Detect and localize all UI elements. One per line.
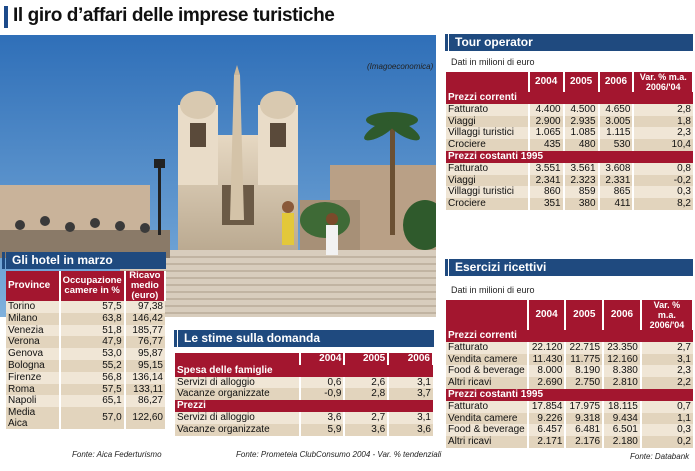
table-row: Media Aica 57,0 122,60 [6, 407, 165, 430]
title-accent [4, 6, 8, 28]
table-row: Servizi di alloggio 3,6 2,7 3,1 [175, 411, 433, 424]
photo-credit: (Imagoeconomica) [367, 62, 434, 71]
table-row: Altri ricavi 2.171 2.176 2.180 0,2 [446, 436, 693, 448]
photo-spanish-steps [0, 35, 436, 317]
table-row: Torino 57,5 97,38 [6, 301, 165, 313]
table-row: Villaggi turistici 1.065 1.085 1.115 2,3 [446, 127, 693, 140]
tour-table: 2004 2005 2006 Var. % m.a. 2006/'04 Prez… [446, 72, 694, 210]
table-row: Viaggi 2.341 2.323 2.331 -0,2 [446, 174, 693, 187]
section-row: Prezzi costanti 1995 [446, 150, 693, 163]
table-row: Firenze 56,8 136,14 [6, 371, 165, 384]
table-row: Food & beverage 8.000 8.190 8.380 2,3 [446, 365, 693, 378]
section-row: Prezzi correnti [446, 330, 693, 342]
section-row: Prezzi [175, 400, 433, 412]
section-row: Prezzi correnti [446, 92, 693, 104]
table-row: Villaggi turistici 860 859 865 0,3 [446, 186, 693, 199]
table-row: Vacanze organizzate 5,9 3,6 3,6 [175, 423, 433, 436]
table-row: Fatturato 17.854 17.975 18.115 0,7 [446, 400, 693, 413]
table-row: Fatturato 3.551 3.561 3.608 0,8 [446, 162, 693, 175]
table-row: Crociere 435 480 530 10,4 [446, 139, 693, 151]
table-row: Viaggi 2.900 2.935 3.005 1,8 [446, 115, 693, 128]
hotel-col-province: Province [6, 271, 61, 301]
table-row: Vendita camere 9.226 9.318 9.434 1,1 [446, 412, 693, 425]
tour-panel-head: Tour operator [445, 34, 693, 51]
esercizi-note: Dati in milioni di euro [451, 285, 535, 295]
table-row: Milano 63,8 146,42 [6, 312, 165, 325]
table-row: Napoli 65,1 86,27 [6, 395, 165, 408]
table-row: Bologna 55,2 95,15 [6, 359, 165, 372]
stime-panel-head: Le stime sulla domanda [174, 330, 434, 347]
table-row: Venezia 51,8 185,77 [6, 324, 165, 337]
table-row: Vacanze organizzate -0,9 2,8 3,7 [175, 388, 433, 401]
table-row: Genova 53,0 95,87 [6, 348, 165, 360]
table-row: Servizi di alloggio 0,6 2,6 3,1 [175, 376, 433, 389]
table-row: Food & beverage 6.457 6.481 6.501 0,3 [446, 424, 693, 437]
esercizi-source: Fonte: Databank [630, 452, 690, 461]
table-row: Roma 57,5 133,11 [6, 383, 165, 396]
table-row: Vendita camere 11.430 11.775 12.160 3,1 [446, 353, 693, 366]
table-row: Fatturato 22.120 22.715 23.350 2,7 [446, 341, 693, 354]
tour-note: Dati in milioni di euro [451, 57, 535, 67]
title-bar: Il giro d’affari delle imprese turistich… [0, 0, 695, 34]
photo-illustration [0, 35, 436, 317]
esercizi-table: 2004 2005 2006 Var. % m.a. 2006/'04 Prez… [446, 300, 695, 448]
stime-source: Fonte: Prometeia ClubConsumo 2004 - Var.… [236, 450, 442, 459]
hotel-table: Province Occupazione camere in % Ricavo … [6, 271, 167, 430]
hotel-source: Fonte: Aica Federturismo [72, 450, 162, 459]
section-row: Prezzi costanti 1995 [446, 388, 693, 401]
esercizi-panel-head: Esercizi ricettivi [445, 259, 693, 276]
hotel-col-occupazione: Occupazione camere in % [59, 271, 126, 301]
hotel-col-ricavo: Ricavo medio (euro) [124, 271, 167, 301]
table-row: Fatturato 4.400 4.500 4.650 2,8 [446, 103, 693, 116]
table-row: Verona 47,9 76,77 [6, 336, 165, 349]
stime-table: 2004 2005 2006 Spesa delle famiglie Serv… [175, 353, 434, 436]
table-row: Crociere 351 380 411 8,2 [446, 198, 693, 210]
section-row: Spesa delle famiglie [175, 364, 433, 377]
page-title: Il giro d’affari delle imprese turistich… [13, 5, 335, 26]
table-row: Altri ricavi 2.690 2.750 2.810 2,2 [446, 377, 693, 389]
hotel-panel-head: Gli hotel in marzo [2, 252, 166, 269]
